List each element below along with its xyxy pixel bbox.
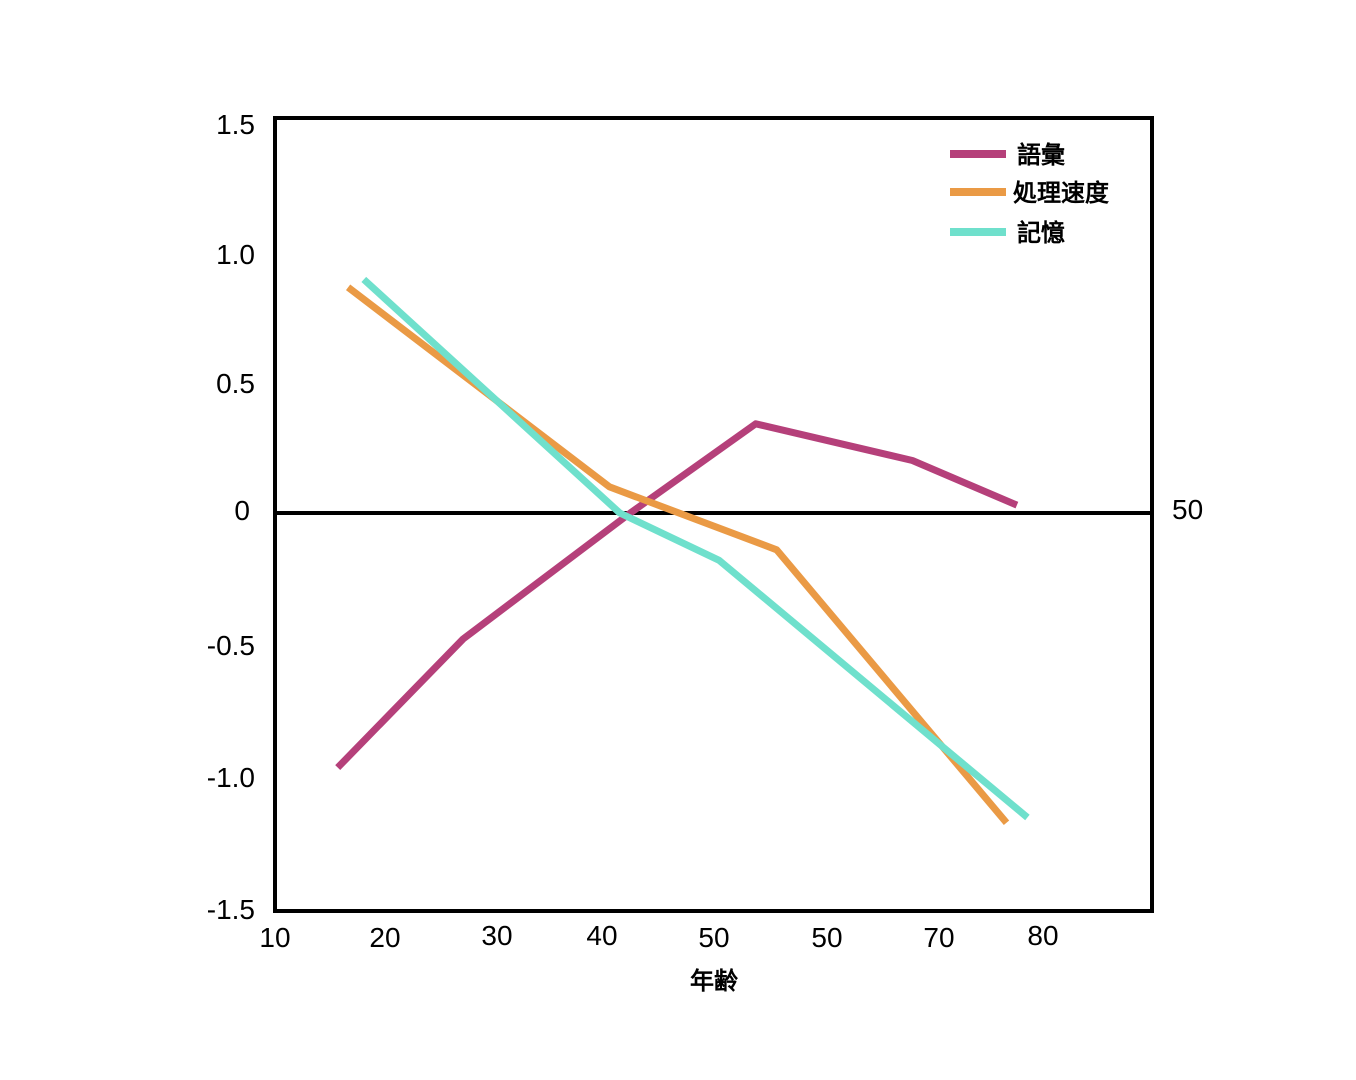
x-tick-label: 50 [698, 922, 729, 953]
series-line-vocabulary [335, 420, 1019, 771]
y-tick-labels: 1.5 1.0 0.5 0 -0.5 -1.0 -1.5 [207, 109, 255, 925]
y-tick-label: 1.5 [216, 109, 255, 140]
x-tick-label: 40 [586, 920, 617, 951]
legend: 語彙 処理速度 記憶 [950, 141, 1110, 247]
legend-label-memory: 記憶 [1017, 219, 1065, 247]
y-tick-label: -1.5 [207, 894, 255, 925]
y-tick-label: -0.5 [207, 630, 255, 661]
y-tick-label: 0.5 [216, 368, 255, 399]
y-tick-label: -1.0 [207, 762, 255, 793]
series-line-processing-speed [345, 284, 1010, 826]
x-tick-label: 10 [259, 922, 290, 953]
x-tick-label: 80 [1027, 920, 1058, 951]
series-layer [335, 276, 1030, 826]
y-tick-label: 1.0 [216, 239, 255, 270]
y-tick-label: 0 [234, 495, 250, 526]
x-tick-label: 50 [811, 922, 842, 953]
x-tick-label: 70 [923, 922, 954, 953]
x-tick-label: 30 [481, 920, 512, 951]
legend-label-processing-speed: 処理速度 [1013, 179, 1110, 207]
legend-label-vocabulary: 語彙 [1017, 141, 1066, 169]
x-tick-label: 20 [369, 922, 400, 953]
right-axis-label: 50 [1172, 494, 1203, 525]
x-axis-label: 年齢 [690, 967, 739, 995]
x-tick-labels: 10 20 30 40 50 50 70 80 [259, 920, 1058, 953]
series-line-memory [361, 276, 1030, 821]
